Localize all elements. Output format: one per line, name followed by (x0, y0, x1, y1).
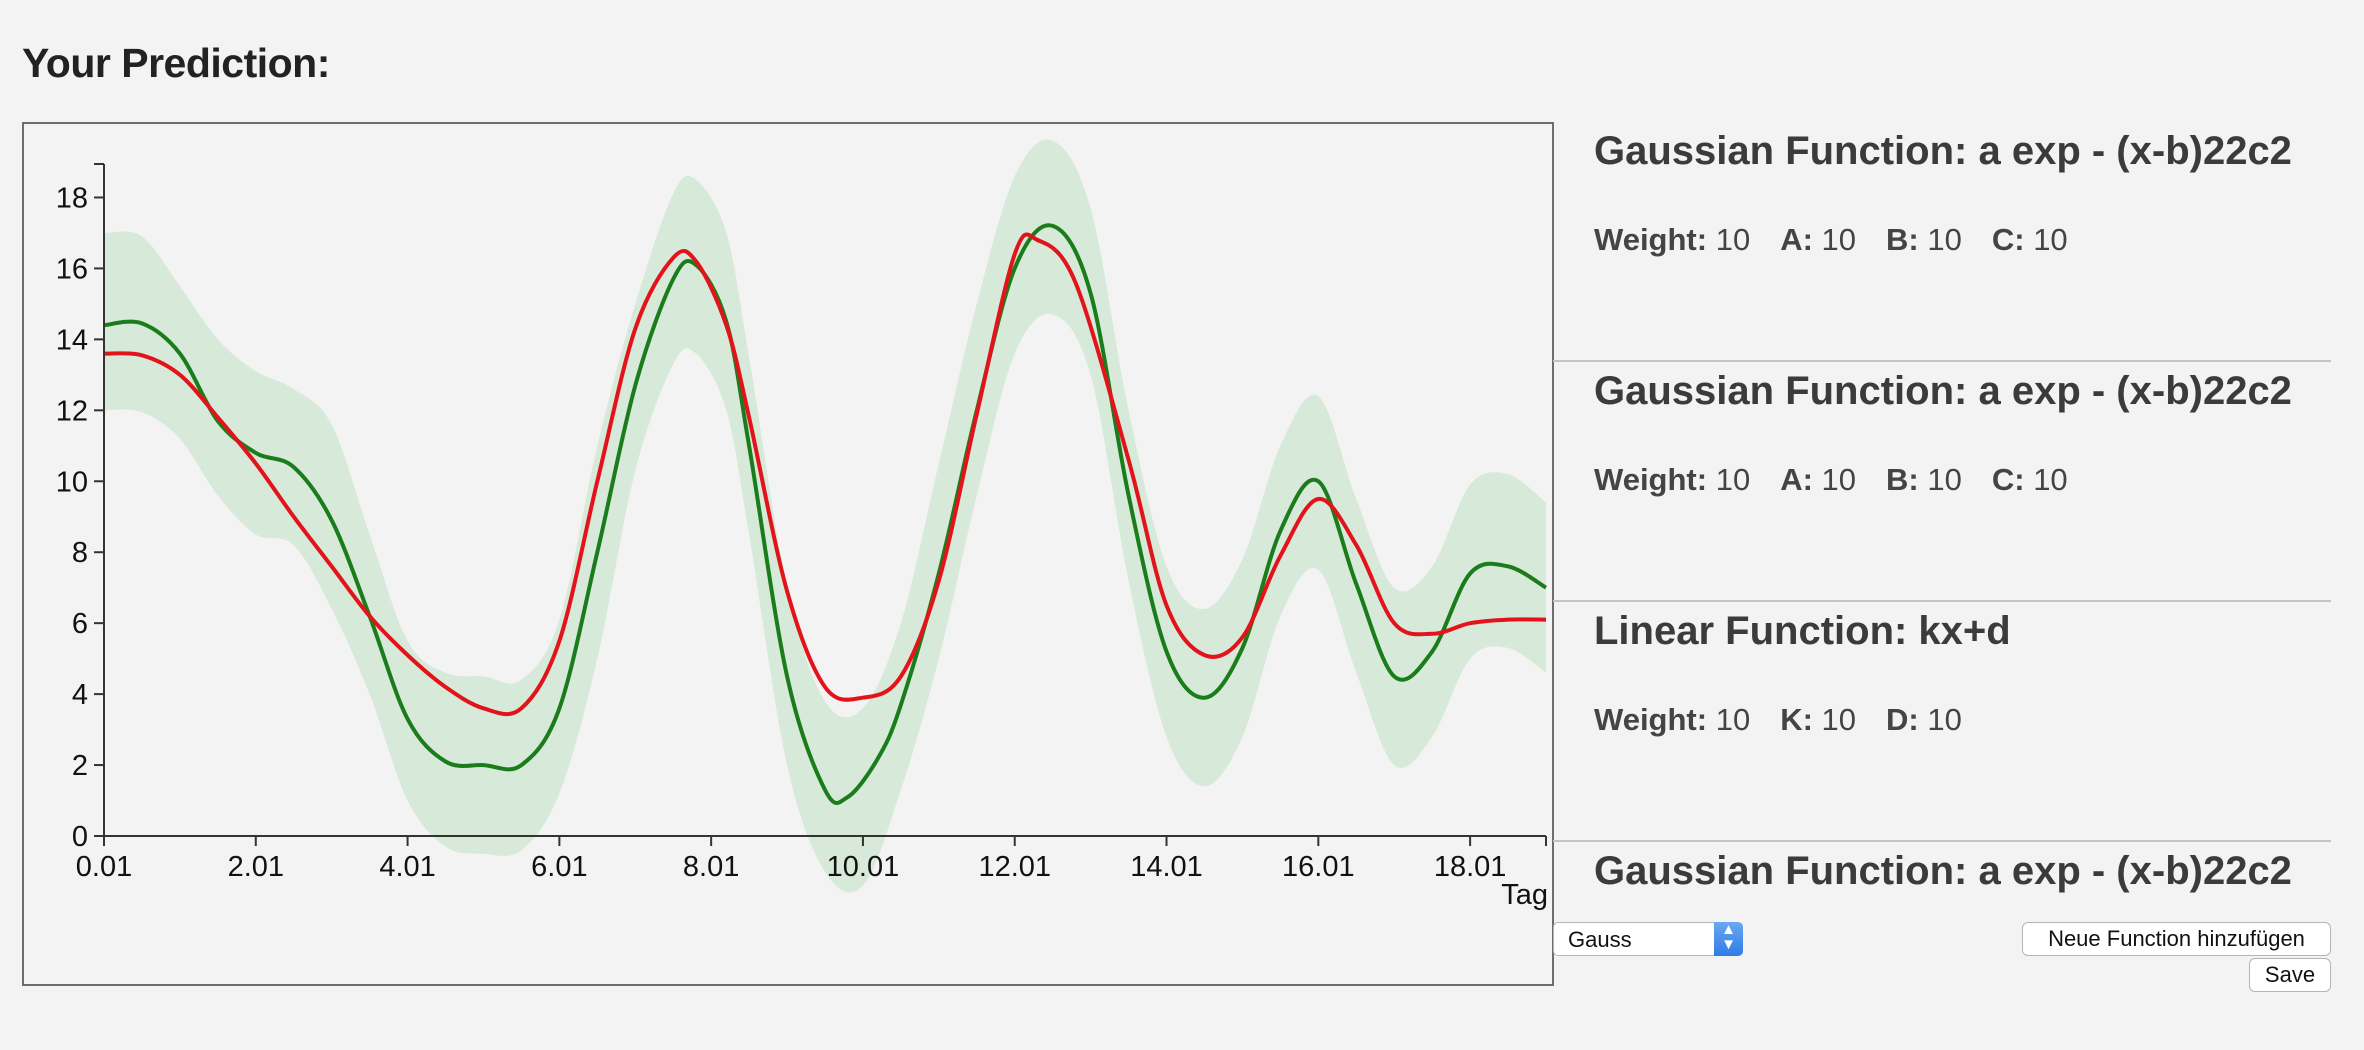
y-tick-label: 8 (72, 537, 88, 569)
function-params: Weight: 10 A: 10 B: 10 C: 10 (1594, 462, 2068, 498)
param-value[interactable]: 10 (1715, 702, 1751, 737)
param-value[interactable]: 10 (1715, 462, 1751, 497)
y-tick-label: 4 (72, 679, 88, 711)
param-name: Weight: (1594, 702, 1708, 737)
add-function-button[interactable]: Neue Function hinzufügen (2022, 922, 2331, 956)
series-line-green (103, 223, 1548, 805)
param-name: Weight: (1594, 222, 1708, 257)
param-field[interactable]: K: 10 (1780, 702, 1856, 738)
x-tick-label: 2.01 (228, 851, 284, 883)
param-field[interactable]: Weight: 10 (1594, 222, 1750, 258)
function-type-select[interactable]: Gauss ▲ ▼ (1553, 922, 1743, 956)
x-unit-label: Tag (1501, 879, 1548, 911)
function-params: Weight: 10 K: 10 D: 10 (1594, 702, 1962, 738)
y-tick-label: 18 (56, 182, 88, 214)
function-card[interactable]: Gaussian Function: a exp - (x-b)22c2 Weig… (1553, 122, 2331, 362)
param-value[interactable]: 10 (1715, 222, 1751, 257)
function-card[interactable]: Gaussian Function: a exp - (x-b)22c2 (1553, 842, 2331, 922)
x-tick-label: 8.01 (683, 851, 739, 883)
param-name: B: (1886, 222, 1919, 257)
confidence-band (104, 139, 1546, 893)
param-value[interactable]: 10 (1821, 222, 1857, 257)
param-value[interactable]: 10 (2033, 222, 2068, 257)
param-field[interactable]: D: 10 (1886, 702, 1962, 738)
prediction-chart[interactable]: 0 2 4 6 8 10 12 14 16 18 0.01 2.01 4.01 6.01 8.01 10.01… (22, 122, 1554, 986)
y-tick-label: 2 (72, 750, 88, 782)
save-button[interactable]: Save (2249, 958, 2331, 992)
axes-layer: 0 2 4 6 8 10 12 14 16 18 0.01 2.01 4.01 6.01 8.01 10.01… (56, 163, 1548, 911)
param-value[interactable]: 10 (1821, 462, 1857, 497)
y-tick-label: 0 (72, 821, 88, 853)
function-title: Gaussian Function: a exp - (x-b)22c2 (1594, 369, 2292, 413)
param-name: A: (1780, 462, 1813, 497)
param-value[interactable]: 10 (1927, 222, 1962, 257)
param-value[interactable]: 10 (2033, 462, 2068, 497)
series-line-layer (103, 223, 1548, 805)
y-tick-label: 16 (56, 253, 88, 285)
y-tick-label: 12 (56, 395, 88, 427)
param-value[interactable]: 10 (1927, 702, 1962, 737)
param-name: A: (1780, 222, 1813, 257)
param-name: K: (1780, 702, 1813, 737)
param-field[interactable]: C: 10 (1992, 222, 2068, 258)
x-tick-label: 4.01 (379, 851, 435, 883)
function-type-selected: Gauss (1568, 927, 1632, 952)
param-name: B: (1886, 462, 1919, 497)
param-name: D: (1886, 702, 1919, 737)
page-title: Your Prediction: (22, 40, 330, 86)
function-title: Linear Function: kx+d (1594, 609, 2011, 653)
x-tick-label: 14.01 (1130, 851, 1203, 883)
function-card[interactable]: Linear Function: kx+d Weight: 10 K: 10 D: 1… (1553, 602, 2331, 842)
param-value[interactable]: 10 (1927, 462, 1962, 497)
x-tick-label: 12.01 (978, 851, 1051, 883)
y-tick-label: 6 (72, 608, 88, 640)
y-tick-label: 14 (56, 324, 88, 356)
param-field[interactable]: A: 10 (1780, 222, 1856, 258)
param-name: C: (1991, 222, 2025, 257)
function-title: Gaussian Function: a exp - (x-b)22c2 (1594, 129, 2292, 173)
y-tick-label: 10 (56, 466, 88, 498)
param-field[interactable]: Weight: 10 (1594, 462, 1750, 498)
function-params: Weight: 10 A: 10 B: 10 C: 10 (1594, 222, 2068, 258)
x-tick-label: 6.01 (531, 851, 587, 883)
param-field[interactable]: B: 10 (1886, 462, 1962, 498)
x-tick-label: 10.01 (827, 851, 900, 883)
updown-arrows-icon[interactable]: ▲ ▼ (1714, 922, 1743, 956)
series-line-red (103, 232, 1547, 717)
chart-svg[interactable]: 0 2 4 6 8 10 12 14 16 18 0.01 2.01 4.01 6.01 8.01 10.01… (24, 124, 1552, 984)
param-field[interactable]: B: 10 (1886, 222, 1962, 258)
function-title: Gaussian Function: a exp - (x-b)22c2 (1594, 849, 2292, 893)
param-field[interactable]: Weight: 10 (1594, 702, 1750, 738)
x-tick-label: 18.01 (1434, 851, 1507, 883)
function-card[interactable]: Gaussian Function: a exp - (x-b)22c2 Weig… (1553, 362, 2331, 602)
function-list[interactable]: Gaussian Function: a exp - (x-b)22c2 Weig… (1553, 122, 2331, 922)
param-name: Weight: (1594, 462, 1708, 497)
param-field[interactable]: C: 10 (1992, 462, 2068, 498)
param-value[interactable]: 10 (1821, 702, 1857, 737)
x-tick-label: 16.01 (1282, 851, 1355, 883)
param-field[interactable]: A: 10 (1780, 462, 1856, 498)
confidence-band-layer (104, 139, 1546, 893)
param-name: C: (1991, 462, 2025, 497)
x-tick-label: 0.01 (76, 851, 132, 883)
